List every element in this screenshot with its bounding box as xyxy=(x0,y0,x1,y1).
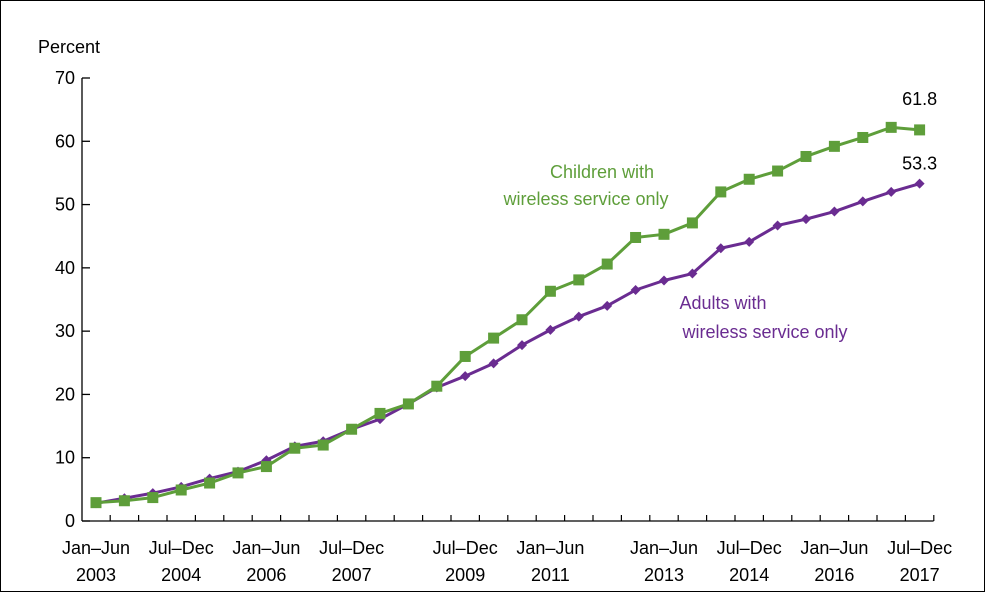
children-end-value-label: 61.8 xyxy=(902,89,937,109)
adults-data-point xyxy=(687,268,698,279)
children-data-point xyxy=(544,285,556,297)
series-layer xyxy=(90,121,926,509)
adults-data-point xyxy=(488,358,499,369)
y-tick-label: 40 xyxy=(55,258,75,278)
y-tick-label: 20 xyxy=(55,384,75,404)
children-data-point xyxy=(402,398,414,410)
adults-data-point xyxy=(886,186,897,197)
x-tick-label-year: 2003 xyxy=(76,565,116,585)
x-tick-label-year: 2013 xyxy=(644,565,684,585)
children-data-point xyxy=(573,274,585,286)
children-data-point xyxy=(90,497,102,509)
x-tick-label-year: 2007 xyxy=(332,565,372,585)
children-data-point xyxy=(658,228,670,240)
adults-data-point xyxy=(517,340,527,351)
children-series-label-line2: wireless service only xyxy=(502,189,668,209)
x-tick-label: Jan–Jun xyxy=(62,538,130,558)
y-axis-ticks: 0 10 20 30 40 50 60 70 xyxy=(55,68,90,531)
children-data-point xyxy=(743,173,755,185)
y-tick-label: 30 xyxy=(55,321,75,341)
x-tick-label: Jan–Jun xyxy=(800,538,868,558)
children-data-point xyxy=(800,150,812,162)
adults-data-point xyxy=(630,285,641,296)
adults-data-point xyxy=(460,371,471,382)
children-data-point xyxy=(118,495,130,507)
x-tick-label-year: 2016 xyxy=(814,565,854,585)
children-data-point xyxy=(772,165,784,177)
x-tick-label: Jul–Dec xyxy=(887,538,952,558)
adults-data-point xyxy=(659,275,669,286)
children-data-point xyxy=(828,140,840,152)
x-tick-label: Jan–Jun xyxy=(232,538,300,558)
adults-end-value-label: 53.3 xyxy=(902,154,937,174)
children-data-point xyxy=(260,461,272,473)
annotations: Children with wireless service only Adul… xyxy=(502,89,937,342)
x-tick-label-year: 2017 xyxy=(900,565,940,585)
y-axis-title: Percent xyxy=(38,37,100,57)
y-tick-label: 0 xyxy=(65,511,75,531)
children-data-point xyxy=(204,477,216,489)
children-data-point xyxy=(885,121,897,133)
adults-data-point xyxy=(914,178,925,189)
children-data-point xyxy=(715,186,727,198)
x-tick-label: Jul–Dec xyxy=(319,538,384,558)
adults-data-point xyxy=(715,243,726,254)
x-tick-label-year: 2014 xyxy=(729,565,769,585)
adults-data-point xyxy=(602,300,613,311)
x-tick-label-year: 2006 xyxy=(246,565,286,585)
adults-data-point xyxy=(801,214,811,225)
adults-data-point xyxy=(772,220,783,231)
children-data-point xyxy=(431,380,443,392)
axes xyxy=(81,78,934,522)
x-tick-label: Jan–Jun xyxy=(630,538,698,558)
children-data-point xyxy=(175,484,187,496)
x-tick-label: Jan–Jun xyxy=(516,538,584,558)
children-data-point xyxy=(346,423,358,435)
x-axis-ticks: Jan–Jun 2003 Jul–Dec 2004 Jan–Jun 2006 Jul–Dec… xyxy=(62,515,952,585)
children-data-point xyxy=(232,467,244,479)
adults-series-label-line1: Adults with xyxy=(679,293,766,313)
children-data-point xyxy=(289,442,301,454)
children-data-point xyxy=(317,439,329,451)
adults-series-label-line2: wireless service only xyxy=(681,322,847,342)
children-data-point xyxy=(686,217,698,229)
children-data-point xyxy=(630,231,642,243)
children-data-point xyxy=(914,124,926,136)
y-tick-label: 60 xyxy=(55,131,75,151)
y-tick-label: 70 xyxy=(55,68,75,88)
children-series-label-line1: Children with xyxy=(550,162,654,182)
x-tick-label: Jul–Dec xyxy=(433,538,498,558)
children-data-point xyxy=(147,492,159,504)
children-data-point xyxy=(601,258,613,270)
adults-data-point xyxy=(573,311,584,322)
adults-series-line xyxy=(95,182,921,505)
children-data-point xyxy=(488,332,500,344)
y-tick-label: 10 xyxy=(55,448,75,468)
x-tick-label-year: 2011 xyxy=(531,565,570,585)
children-data-point xyxy=(374,407,386,419)
adults-data-point xyxy=(857,196,868,207)
adults-data-point xyxy=(829,206,840,217)
x-tick-label-year: 2009 xyxy=(445,565,485,585)
children-data-point xyxy=(516,314,528,326)
children-series-line xyxy=(95,125,920,505)
y-tick-label: 50 xyxy=(55,195,75,215)
children-data-point xyxy=(857,131,869,143)
x-tick-label-year: 2004 xyxy=(161,565,201,585)
adults-data-point xyxy=(545,324,556,335)
children-data-point xyxy=(459,350,471,362)
x-tick-label: Jul–Dec xyxy=(149,538,214,558)
x-tick-label: Jul–Dec xyxy=(717,538,782,558)
adults-data-point xyxy=(744,236,755,247)
